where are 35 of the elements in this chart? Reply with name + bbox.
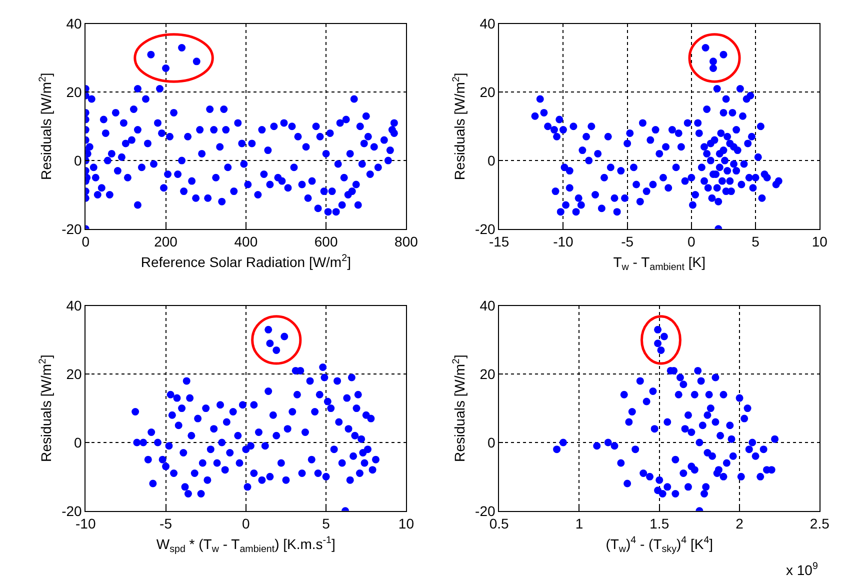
y-tick-label: 0 — [74, 152, 82, 168]
x-tick-label: -5 — [160, 516, 172, 532]
x-axis-title: T$_{w}$ - T$_{ambient}$ [K] — [613, 254, 706, 273]
text: W$_{spd}$ * (T$_{w}$ - T$_{ambient}$) [K.m.s$^{-1}$] — [156, 535, 336, 555]
x-tick-label: 1 — [575, 516, 584, 532]
x-tick-label: 10 — [812, 234, 828, 250]
y-tick-label: 40 — [66, 298, 82, 314]
x-tick-label: 0 — [242, 516, 250, 532]
y-tick-label: 20 — [66, 366, 82, 382]
x-tick-label: 10 — [398, 516, 414, 532]
y-tick-label: 0 — [74, 434, 82, 450]
x-tick-label: 1.5 — [650, 516, 670, 532]
x-axis-title: Reference Solar Radiation [W/m$^{2}$] — [140, 253, 351, 270]
x-tick-label: 600 — [314, 234, 338, 250]
x-tick-label: 2.5 — [810, 516, 830, 532]
y-tick-label: 20 — [66, 84, 82, 100]
y-tick-label: -20 — [62, 220, 82, 237]
x-tick-label: 5 — [752, 234, 760, 250]
text: x 10$^{9}$ — [786, 561, 818, 578]
x-tick-label: -10 — [553, 234, 574, 250]
x-tick-label: 800 — [394, 234, 418, 250]
y-tick-label: 40 — [480, 16, 496, 32]
y-tick-label: 20 — [480, 366, 496, 382]
y-tick-label: 0 — [487, 434, 496, 450]
x-tick-label: -5 — [621, 234, 634, 250]
x-tick-label: 400 — [234, 234, 258, 250]
y-tick-label: 0 — [487, 152, 496, 168]
y-tick-label: 20 — [480, 84, 496, 100]
text: (T$_{w}$)$^{4}$ - (T$_{sky}$)$^{4}$ [K$^{4}$] — [606, 535, 714, 555]
x-tick-label: 0 — [688, 234, 696, 250]
y-tick-label: 40 — [66, 16, 82, 32]
x-tick-label: 2 — [736, 516, 744, 532]
y-tick-label: 40 — [480, 298, 496, 314]
x-tick-label: 5 — [322, 516, 330, 532]
x-tick-label: 200 — [154, 234, 178, 250]
